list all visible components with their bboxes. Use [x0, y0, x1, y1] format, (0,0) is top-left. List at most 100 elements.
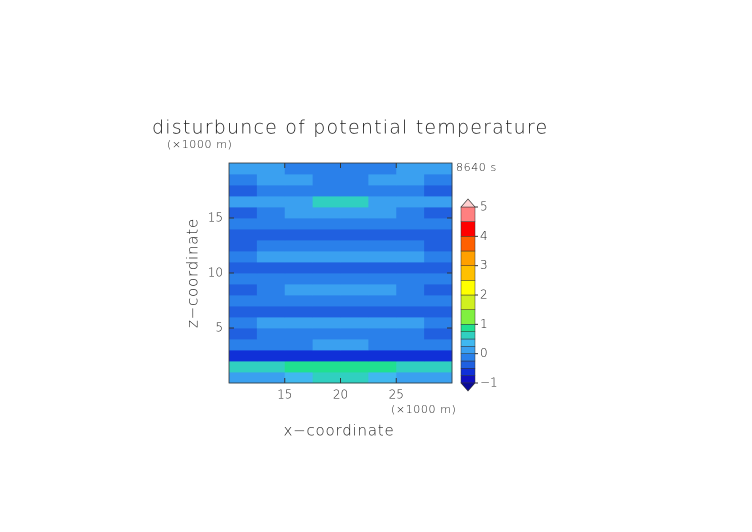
time-label: 8640 s: [456, 161, 497, 174]
contour-cell: [368, 361, 397, 373]
contour-cell: [396, 218, 425, 230]
contour-cell: [284, 240, 314, 252]
contour-cell: [229, 240, 258, 252]
colorbar-tick-label: 3: [480, 258, 488, 272]
contour-cell: [312, 295, 341, 307]
contour-cell: [424, 284, 453, 296]
contour-cell: [229, 284, 258, 296]
y-tick-label: 15: [208, 211, 223, 225]
contour-cell: [396, 196, 425, 208]
contour-cell: [284, 174, 314, 186]
contour-cell: [424, 174, 453, 186]
contour-cell: [368, 207, 397, 219]
contour-cell: [229, 262, 258, 274]
contour-cell: [256, 361, 286, 373]
contour-cell: [368, 284, 397, 296]
contour-cell: [229, 196, 258, 208]
contour-cell: [424, 185, 453, 197]
contour-cell: [256, 240, 286, 252]
contour-cell: [284, 295, 314, 307]
contour-cell: [396, 372, 425, 384]
contour-cell: [368, 218, 397, 230]
contour-cell: [396, 207, 425, 219]
contour-cell: [368, 295, 397, 307]
contour-cell: [229, 339, 258, 351]
colorbar-tick-label: 5: [480, 200, 488, 214]
contour-cell: [284, 273, 314, 285]
contour-cell: [340, 372, 369, 384]
contour-cell: [229, 251, 258, 263]
colorbar-segment: [460, 331, 476, 340]
contour-cell: [368, 273, 397, 285]
contour-cell: [284, 317, 314, 329]
contour-cell: [256, 218, 286, 230]
contour-cell: [284, 306, 314, 318]
axes: 15 20 25 5 10 15 −1 0 1 2 3 4 5: [208, 162, 498, 402]
contour-cell: [229, 361, 258, 373]
colorbar-segment: [460, 375, 476, 384]
contour-cell: [396, 350, 425, 362]
contour-cell: [284, 196, 314, 208]
contour-cell: [396, 273, 425, 285]
contour-cell: [312, 306, 341, 318]
contour-cell: [340, 295, 369, 307]
contour-cell: [312, 372, 341, 384]
contour-cell: [340, 317, 369, 329]
contour-cell: [256, 185, 286, 197]
contour-cell: [340, 339, 369, 351]
y-unit: (×1000 m): [167, 138, 232, 151]
contour-cell: [340, 273, 369, 285]
colorbar-segment: [460, 221, 476, 237]
contour-cell: [284, 262, 314, 274]
colorbar-segment: [460, 353, 476, 362]
contour-cell: [368, 163, 397, 175]
colorbar-segment: [460, 236, 476, 252]
y-axis-label: z−coordinate: [184, 218, 202, 328]
y-tick-label: 5: [215, 321, 223, 335]
contour-cell: [424, 218, 453, 230]
contour-cell: [312, 262, 341, 274]
colorbar-segment: [460, 294, 476, 310]
contour-cell: [424, 361, 453, 373]
contour-cell: [256, 207, 286, 219]
contour-cell: [312, 207, 341, 219]
contour-cell: [312, 185, 341, 197]
contour-cell: [396, 174, 425, 186]
contour-cell: [312, 251, 341, 263]
contour-cell: [312, 174, 341, 186]
contour-cell: [396, 240, 425, 252]
contour-cell: [396, 361, 425, 373]
contour-cell: [396, 163, 425, 175]
contour-cell: [256, 339, 286, 351]
colorbar-tick-label: 0: [480, 346, 488, 360]
colorbar-segment: [460, 309, 476, 325]
contour-cell: [312, 284, 341, 296]
contour-cell: [284, 163, 314, 175]
contour-cell: [312, 240, 341, 252]
contour-cell: [424, 306, 453, 318]
contour-cell: [256, 163, 286, 175]
contour-cell: [284, 361, 314, 373]
contour-cell: [368, 185, 397, 197]
contour-cell: [396, 317, 425, 329]
contour-cell: [340, 328, 369, 340]
contour-cell: [256, 284, 286, 296]
colorbar-segment: [460, 346, 476, 354]
contour-cell: [312, 196, 341, 208]
contour-cell: [424, 339, 453, 351]
contour-cell: [229, 328, 258, 340]
contour-cell: [312, 339, 341, 351]
contour-cell: [396, 185, 425, 197]
contour-cell: [229, 350, 258, 362]
contour-cell: [424, 207, 453, 219]
contour-cell: [396, 251, 425, 263]
contour-cell: [256, 372, 286, 384]
contour-cell: [229, 229, 258, 241]
contour-cell: [340, 163, 369, 175]
contour-cell: [284, 207, 314, 219]
contour-cell: [340, 240, 369, 252]
contour-cell: [312, 229, 341, 241]
contour-cell: [368, 317, 397, 329]
contour-cell: [312, 317, 341, 329]
colorbar-tick-label: 1: [480, 317, 488, 331]
